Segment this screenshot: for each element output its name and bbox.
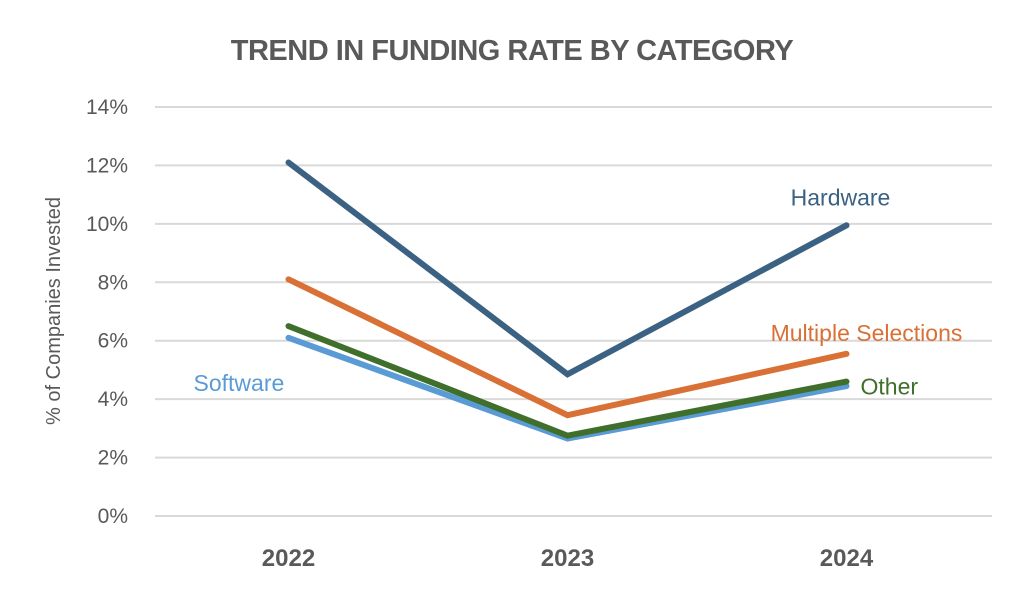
y-axis-ticks: 0% 2% 4% 6% 8% 10% 12% 14% xyxy=(86,96,128,528)
y-tick-label: 8% xyxy=(98,271,128,294)
series-line-hardware xyxy=(285,159,850,378)
chart-title: TREND IN FUNDING RATE BY CATEGORY xyxy=(231,35,794,67)
series-lines xyxy=(285,159,850,442)
x-tick-label: 2023 xyxy=(541,545,594,572)
y-tick-label: 10% xyxy=(86,213,128,236)
y-axis-label: % of Companies Invested xyxy=(43,197,65,425)
series-line-other xyxy=(285,323,850,439)
y-tick-label: 4% xyxy=(98,388,128,411)
y-tick-label: 12% xyxy=(86,154,128,177)
y-tick-label: 2% xyxy=(98,447,128,470)
y-tick-label: 0% xyxy=(98,505,128,528)
y-tick-label: 6% xyxy=(98,330,128,353)
series-label-multiple-selections: Multiple Selections xyxy=(771,320,963,346)
series-label-software: Software xyxy=(194,370,285,396)
x-tick-label: 2022 xyxy=(262,545,315,572)
y-tick-label: 14% xyxy=(86,96,128,119)
series-line-software xyxy=(285,334,850,442)
series-label-hardware: Hardware xyxy=(791,184,891,210)
x-axis-ticks: 2022 2023 2024 xyxy=(262,545,874,572)
series-labels: Hardware Multiple Selections Other Software xyxy=(194,184,963,399)
x-tick-label: 2024 xyxy=(820,545,874,572)
series-label-other: Other xyxy=(861,374,919,400)
gridlines xyxy=(155,106,992,517)
